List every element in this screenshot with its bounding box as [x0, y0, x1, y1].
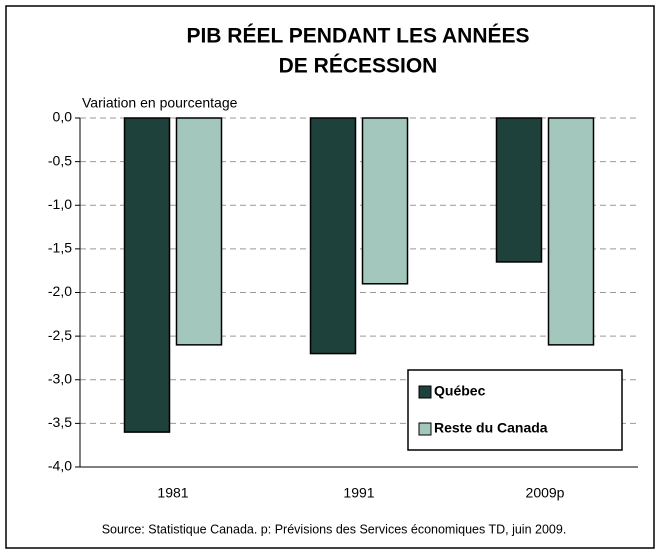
y-tick-label: -4,0	[48, 458, 72, 474]
chart-title: PIB RÉEL PENDANT LES ANNÉES	[186, 25, 529, 48]
x-tick-label: 1981	[157, 485, 188, 501]
y-tick-label: -2,0	[48, 283, 72, 299]
legend-swatch	[418, 385, 432, 399]
bar	[175, 117, 223, 346]
y-axis-label: Variation en pourcentage	[82, 95, 238, 111]
x-tick-label: 1991	[343, 485, 374, 501]
bar	[123, 117, 171, 433]
y-tick-label: -0,5	[48, 152, 72, 168]
y-tick-label: -2,5	[48, 327, 72, 343]
legend-box	[407, 369, 623, 451]
bar	[495, 117, 543, 263]
y-tick-label: -3,0	[48, 370, 72, 386]
y-tick-label: -3,5	[48, 414, 72, 430]
y-tick-label: 0,0	[53, 109, 73, 125]
bar	[361, 117, 409, 285]
bar	[309, 117, 357, 355]
source-note: Source: Statistique Canada. p: Prévision…	[102, 522, 567, 536]
y-tick-label: -1,5	[48, 240, 72, 256]
x-tick-label: 2009p	[526, 485, 565, 501]
legend-label: Québec	[434, 383, 486, 399]
y-tick-label: -1,0	[48, 196, 72, 212]
legend-swatch	[418, 422, 432, 436]
bar	[547, 117, 595, 346]
chart-title: DE RÉCESSION	[279, 55, 438, 78]
legend-label: Reste du Canada	[434, 420, 548, 436]
